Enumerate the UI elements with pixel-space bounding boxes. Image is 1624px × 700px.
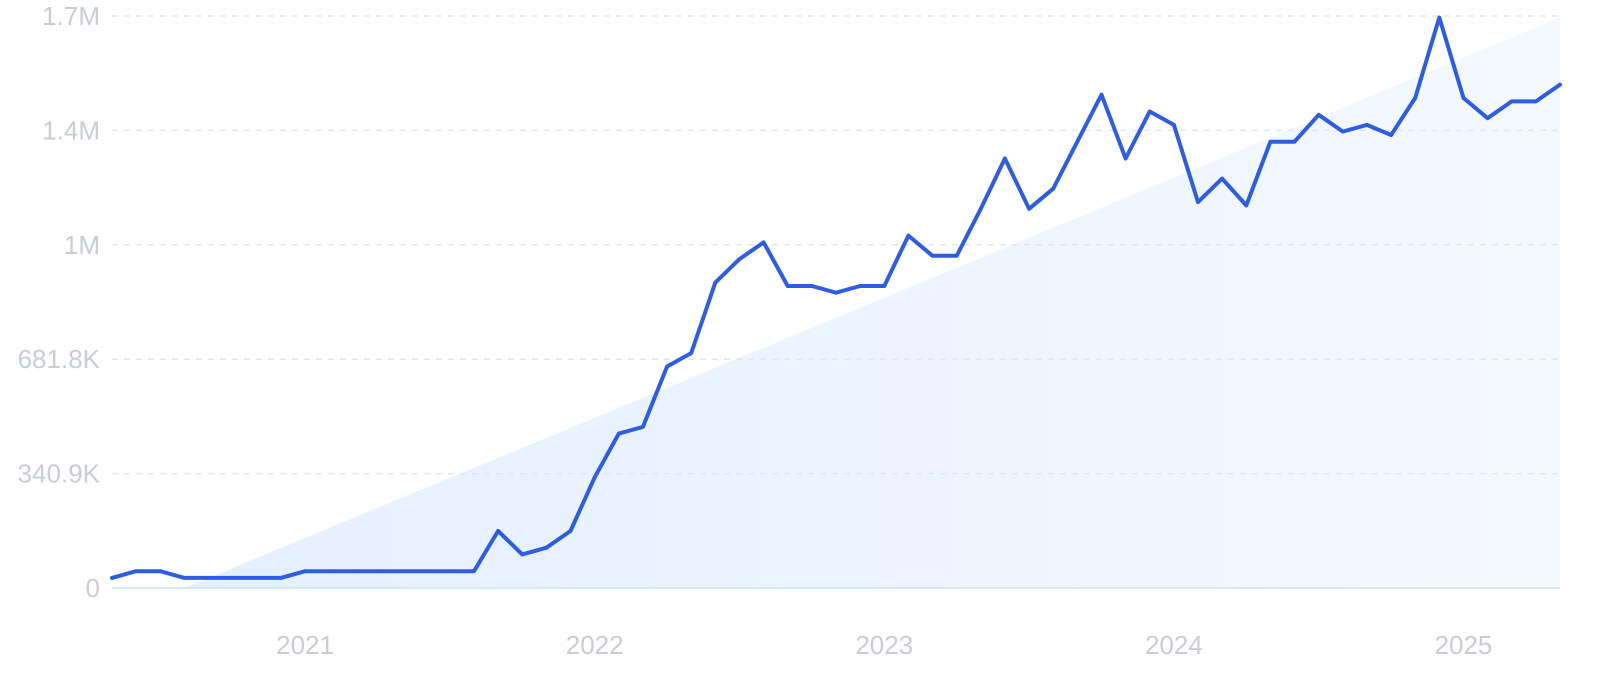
- data-point: [954, 253, 959, 258]
- data-point: [834, 290, 838, 295]
- data-point: [206, 576, 211, 580]
- data-point: [785, 284, 790, 288]
- data-point: [761, 240, 766, 245]
- data-point: [1292, 139, 1297, 144]
- data-point: [520, 552, 525, 557]
- data-point: [1196, 200, 1200, 204]
- data-point: [1147, 109, 1152, 114]
- x-tick-label: 2023: [855, 630, 913, 660]
- x-tick-label: 2021: [276, 630, 334, 660]
- data-point: [617, 431, 621, 436]
- data-point: [254, 576, 259, 580]
- data-point: [882, 284, 887, 288]
- data-point: [1268, 139, 1273, 144]
- data-point: [858, 284, 862, 288]
- data-point: [1341, 129, 1345, 134]
- data-point: [1220, 176, 1224, 181]
- data-point: [906, 233, 911, 238]
- data-point: [689, 351, 693, 355]
- data-point: [110, 576, 114, 580]
- y-tick-label: 681.8K: [18, 344, 101, 374]
- data-point: [351, 569, 356, 574]
- data-point: [1509, 99, 1514, 104]
- y-tick-label: 340.9K: [18, 459, 101, 489]
- data-point: [182, 576, 187, 580]
- data-point: [1461, 96, 1466, 100]
- y-tick-label: 1.7M: [42, 1, 100, 31]
- data-point: [1437, 15, 1442, 20]
- data-point: [1003, 156, 1007, 161]
- x-tick-label: 2022: [566, 630, 624, 660]
- data-point: [279, 576, 283, 580]
- data-point: [230, 576, 235, 580]
- data-point: [1389, 133, 1393, 137]
- data-point: [1413, 96, 1417, 100]
- data-point: [1244, 203, 1249, 208]
- data-point: [1558, 82, 1562, 87]
- data-point: [568, 529, 573, 533]
- x-tick-label: 2025: [1435, 630, 1493, 660]
- data-point: [1316, 113, 1321, 117]
- data-point: [423, 569, 428, 574]
- x-tick-label: 2024: [1145, 630, 1203, 660]
- data-point: [327, 569, 332, 574]
- data-point: [1099, 92, 1104, 97]
- y-tick-label: 1M: [64, 230, 100, 260]
- data-point: [930, 253, 935, 258]
- data-point: [592, 475, 597, 480]
- data-point: [1123, 156, 1128, 161]
- data-point: [665, 364, 669, 369]
- data-point: [979, 206, 983, 211]
- y-tick-label: 1.4M: [42, 115, 100, 145]
- data-point: [1485, 116, 1490, 120]
- data-point: [1027, 206, 1031, 211]
- y-tick-label: 0: [86, 573, 100, 603]
- data-point: [303, 569, 307, 574]
- data-point: [737, 257, 742, 261]
- data-point: [496, 529, 500, 533]
- data-point: [472, 569, 476, 574]
- data-point: [810, 284, 814, 288]
- data-point: [1534, 99, 1538, 104]
- data-point: [713, 280, 718, 285]
- data-point: [641, 425, 645, 429]
- data-point: [448, 569, 452, 574]
- data-point: [158, 569, 163, 574]
- data-point: [1172, 123, 1176, 127]
- data-point: [1051, 186, 1055, 191]
- trend-area: [184, 17, 1560, 588]
- data-point: [375, 569, 380, 574]
- data-point: [134, 569, 138, 574]
- data-point: [399, 569, 404, 574]
- data-point: [1075, 139, 1080, 144]
- data-point: [544, 545, 549, 550]
- data-point: [1365, 123, 1369, 127]
